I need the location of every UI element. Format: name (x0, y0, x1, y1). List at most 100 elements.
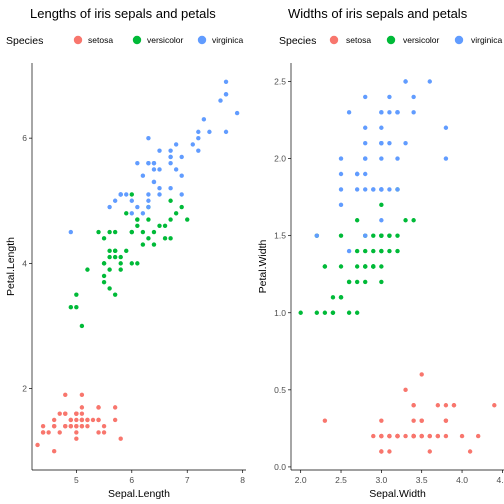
widths-point-versicolor (354, 248, 360, 254)
widths-chart-title: Widths of iris sepals and petals (288, 6, 468, 21)
widths-point-virginica (363, 171, 368, 177)
lengths-point-versicolor (68, 305, 74, 310)
widths-point-setosa (419, 372, 424, 377)
lengths-point-versicolor (162, 223, 168, 228)
lengths-point-virginica (135, 204, 140, 210)
lengths-point-versicolor (146, 236, 151, 241)
widths-legend-key-virginica (454, 35, 464, 45)
lengths-point-setosa (112, 417, 118, 423)
widths-y-tick-label: 0.0 (274, 462, 286, 472)
widths-point-setosa (443, 403, 449, 408)
lengths-point-versicolor (185, 217, 190, 222)
lengths-x-tick-label: 7 (185, 475, 190, 485)
widths-y-tick-label: 1.0 (274, 308, 286, 318)
widths-point-setosa (475, 433, 481, 439)
widths-point-versicolor (379, 248, 384, 254)
lengths-point-setosa (51, 423, 57, 429)
widths-point-setosa (411, 433, 416, 439)
widths-point-setosa (467, 449, 473, 454)
lengths-point-virginica (146, 135, 151, 141)
lengths-point-versicolor (129, 229, 134, 235)
widths-point-versicolor (371, 248, 376, 254)
widths-point-versicolor (411, 218, 416, 223)
widths-point-virginica (314, 233, 320, 238)
widths-point-setosa (379, 449, 384, 454)
widths-point-setosa (387, 449, 392, 454)
lengths-point-versicolor (151, 242, 157, 247)
lengths-point-setosa (85, 417, 90, 423)
widths-point-versicolor (338, 295, 344, 300)
widths-point-virginica (354, 171, 360, 177)
lengths-legend-key-versicolor (132, 35, 142, 45)
lengths-point-versicolor (179, 204, 184, 210)
lengths-point-versicolor (162, 236, 168, 241)
lengths-point-setosa (96, 405, 101, 410)
widths-point-virginica (387, 187, 392, 192)
lengths-point-setosa (74, 423, 79, 429)
widths-point-versicolor (387, 248, 392, 254)
widths-point-virginica (379, 187, 384, 192)
lengths-point-virginica (146, 198, 151, 203)
widths-point-versicolor (346, 310, 352, 315)
widths-point-setosa (379, 433, 384, 439)
lengths-point-setosa (96, 430, 101, 435)
widths-point-setosa (435, 433, 441, 439)
widths-y-tick-label: 1.5 (274, 231, 286, 241)
lengths-point-virginica (168, 186, 173, 191)
lengths-point-virginica (157, 192, 162, 197)
lengths-x-axis-title: Sepal.Length (108, 488, 170, 500)
widths-point-versicolor (379, 233, 384, 238)
widths-point-versicolor (330, 310, 336, 315)
widths-point-setosa (419, 433, 424, 439)
lengths-legend-title: Species (6, 35, 43, 47)
widths-point-versicolor (363, 248, 368, 254)
lengths-point-virginica (179, 154, 184, 160)
widths-point-versicolor (314, 310, 320, 315)
lengths-point-setosa (79, 405, 85, 410)
widths-point-setosa (403, 433, 408, 439)
lengths-point-virginica (140, 211, 146, 216)
widths-point-setosa (419, 418, 424, 423)
widths-point-versicolor (395, 233, 400, 238)
widths-point-virginica (387, 94, 392, 100)
widths-point-versicolor (330, 295, 336, 300)
widths-point-virginica (346, 110, 352, 115)
widths-point-setosa (371, 433, 376, 439)
widths-point-versicolor (338, 264, 344, 269)
lengths-point-setosa (68, 423, 74, 429)
widths-y-tick-label: 0.5 (274, 385, 286, 395)
lengths-point-virginica (112, 198, 118, 203)
lengths-point-versicolor (107, 254, 112, 260)
lengths-point-virginica (179, 173, 184, 178)
lengths-point-versicolor (101, 273, 107, 279)
lengths-point-virginica (173, 167, 179, 172)
lengths-point-virginica (168, 154, 173, 160)
lengths-point-virginica (124, 192, 129, 197)
widths-point-virginica (443, 156, 449, 161)
widths-point-virginica (403, 140, 408, 146)
widths-point-virginica (379, 156, 384, 161)
lengths-point-versicolor (101, 261, 107, 266)
widths-point-virginica (338, 187, 344, 192)
lengths-point-setosa (68, 417, 74, 423)
lengths-chart-panel: Lengths of iris sepals and petals Species… (5, 6, 246, 500)
lengths-point-setosa (79, 392, 85, 398)
widths-point-setosa (492, 403, 497, 408)
widths-x-tick-label: 4.5 (496, 475, 504, 485)
widths-point-versicolor (354, 279, 360, 285)
widths-point-virginica (427, 79, 432, 84)
widths-point-virginica (387, 110, 392, 115)
widths-point-virginica (338, 202, 344, 208)
lengths-point-virginica (151, 179, 157, 185)
lengths-point-setosa (57, 430, 62, 435)
lengths-point-versicolor (112, 248, 118, 254)
lengths-point-setosa (101, 423, 107, 429)
lengths-point-setosa (79, 423, 85, 429)
lengths-point-versicolor (135, 217, 140, 222)
widths-point-versicolor (298, 310, 303, 315)
lengths-point-versicolor (124, 211, 129, 216)
lengths-point-versicolor (140, 229, 146, 235)
lengths-point-virginica (107, 204, 112, 210)
lengths-point-virginica (196, 148, 201, 153)
lengths-point-virginica (135, 160, 140, 166)
